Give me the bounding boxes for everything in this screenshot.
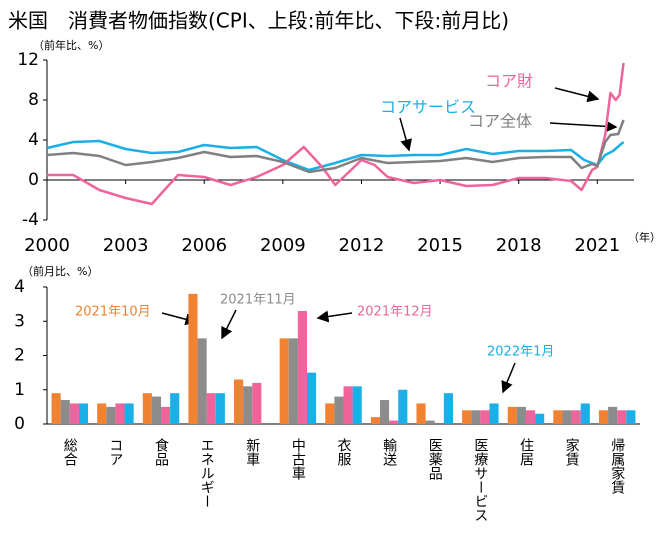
bar	[562, 410, 572, 424]
bar	[389, 420, 399, 424]
x-tick-label: 帰属家賃	[609, 437, 625, 494]
bar	[416, 403, 426, 424]
bar	[471, 410, 481, 424]
bar	[462, 410, 472, 424]
bar	[142, 393, 152, 424]
bar	[352, 386, 362, 424]
x-tick-label: 2003	[103, 235, 149, 256]
bar	[69, 403, 79, 424]
x-tick-label: 中古車	[290, 438, 306, 480]
bar	[507, 406, 517, 424]
bar	[161, 406, 171, 424]
x-tick-label: 衣服	[336, 438, 352, 467]
bar	[243, 386, 253, 424]
y-axis-label: （前年比、%）	[33, 38, 109, 52]
line-series	[46, 119, 625, 174]
y-tick-label: 3	[14, 311, 25, 331]
series-label: コア全体	[468, 112, 532, 131]
series-label: コア財	[485, 72, 533, 91]
bar	[297, 310, 308, 424]
series-label: コアサービス	[380, 98, 476, 117]
bar	[398, 389, 408, 424]
x-tick-label: 総合	[62, 438, 78, 466]
arrows	[161, 87, 618, 394]
x-axis-label: （年）	[628, 230, 657, 244]
bar	[288, 338, 298, 424]
line-series	[46, 139, 625, 172]
y-tick-label: 4	[28, 130, 39, 150]
y-tick-label: 0	[28, 170, 39, 190]
bar	[51, 393, 61, 424]
bar	[379, 400, 390, 424]
bar	[580, 403, 590, 424]
x-tick-label: 2021	[574, 235, 620, 256]
x-tick-label: 医薬品	[427, 438, 443, 480]
x-tick-label: 新車	[244, 438, 260, 466]
legend-label: 2022年1月	[487, 345, 554, 360]
bar	[343, 386, 353, 424]
bar	[115, 403, 125, 424]
x-tick-label: 2009	[260, 235, 306, 256]
legend-label: 2021年10月	[75, 305, 151, 320]
x-tick-label: 2012	[339, 235, 385, 256]
bar	[571, 410, 581, 424]
legend-label: 2021年11月	[220, 293, 296, 308]
x-tick-label: 2006	[181, 235, 227, 256]
x-tick-label: 医療サービス	[472, 438, 488, 522]
bar	[334, 396, 344, 424]
bar	[608, 406, 618, 424]
bar	[307, 372, 317, 424]
bar	[370, 417, 380, 424]
bar	[279, 338, 289, 424]
bar	[626, 410, 636, 424]
chart-title: 米国 消費者物価指数(CPI、上段:前年比、下段:前月比)	[8, 9, 509, 33]
x-tick-label: 家賃	[564, 437, 580, 466]
line-series	[47, 62, 625, 206]
bar	[60, 400, 70, 424]
bar	[480, 410, 490, 424]
y-axis-label: （前月比、%）	[22, 264, 98, 278]
x-tick-label: コア	[107, 438, 123, 466]
y-tick-label: 12	[17, 50, 39, 70]
bar	[325, 403, 335, 424]
bar	[124, 403, 134, 424]
x-tick-label: 2000	[24, 235, 70, 256]
y-tick-label: 0	[14, 414, 25, 434]
bar	[170, 393, 180, 424]
x-tick-label: エネルギー	[199, 438, 215, 508]
y-tick-label: 2	[14, 346, 25, 366]
y-tick-label: 4	[14, 277, 25, 297]
bar	[197, 338, 207, 424]
bar	[252, 382, 262, 424]
bar	[443, 393, 453, 424]
bar	[489, 403, 499, 424]
bar	[215, 393, 225, 424]
bar	[188, 293, 198, 424]
x-tick-label: 食品	[153, 437, 169, 466]
bar	[535, 413, 545, 424]
bar	[234, 379, 244, 424]
bar	[525, 410, 536, 424]
bar	[617, 410, 627, 424]
bar	[151, 396, 162, 424]
bar	[206, 393, 216, 424]
bar	[97, 403, 107, 424]
bar	[598, 410, 609, 424]
y-tick-label: 1	[14, 380, 25, 400]
legend-label: 2021年12月	[357, 305, 433, 320]
bar	[516, 406, 526, 424]
x-tick-label: 住居	[518, 438, 534, 466]
bar	[553, 410, 563, 424]
y-tick-label: -4	[22, 210, 39, 230]
bar	[106, 406, 116, 424]
bar	[425, 420, 435, 424]
x-tick-label: 2018	[496, 235, 542, 256]
y-tick-label: 8	[28, 90, 39, 110]
x-tick-label: 輸送	[381, 438, 397, 467]
x-tick-label: 2015	[417, 235, 463, 256]
bar	[78, 403, 89, 424]
